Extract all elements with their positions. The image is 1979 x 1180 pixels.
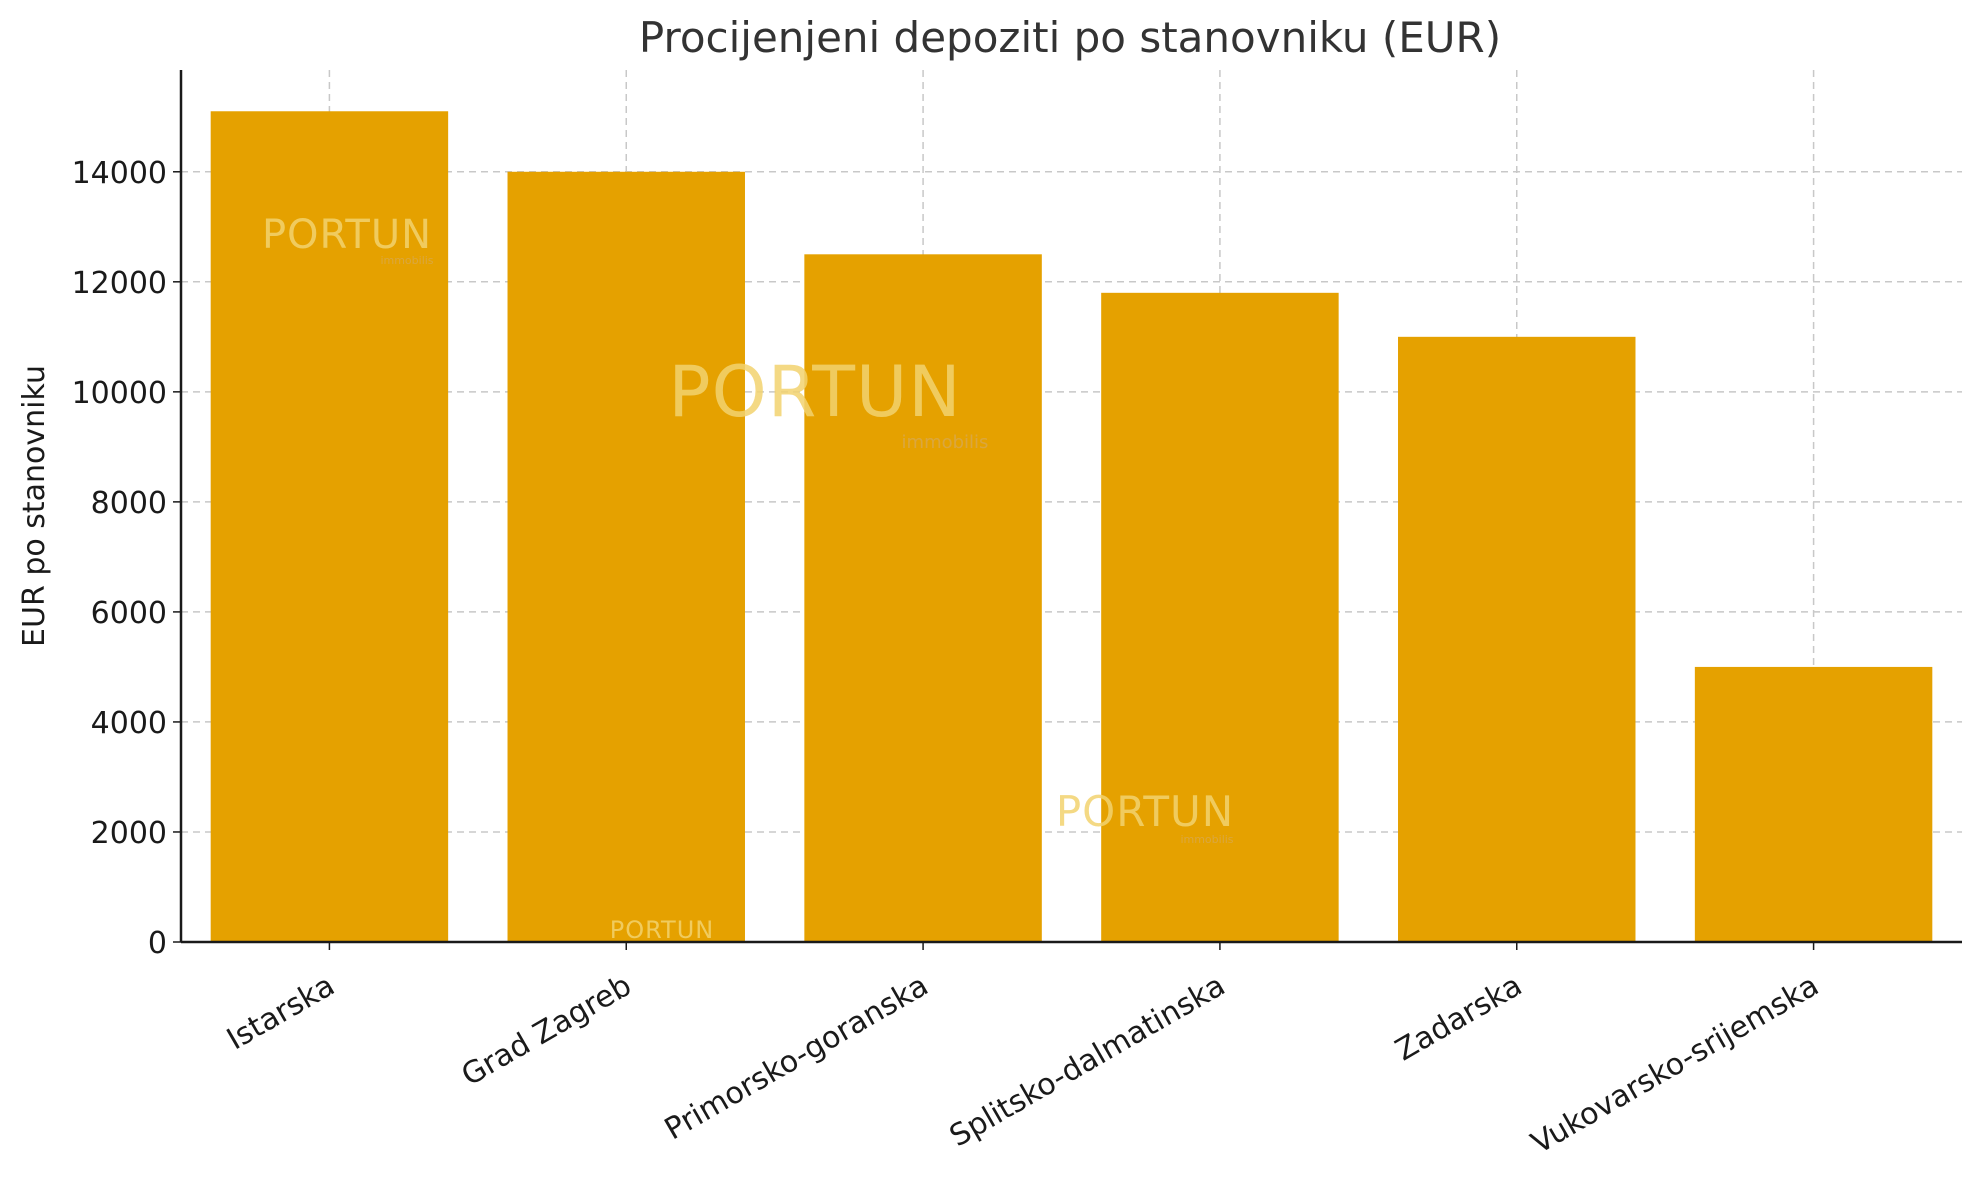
svg-text:immobilis: immobilis bbox=[902, 432, 989, 453]
svg-text:immobilis: immobilis bbox=[1180, 833, 1233, 846]
svg-text:PORTUN: PORTUN bbox=[262, 212, 432, 258]
bar-splitsko-dalmatinska bbox=[1101, 292, 1339, 943]
portun-watermark-logo: PORTUN bbox=[610, 916, 714, 944]
bar-zadarska bbox=[1398, 336, 1636, 942]
bar-istarska bbox=[210, 111, 449, 942]
y-ticks: 0 2000 4000 6000 8000 10000 12000 14000 bbox=[72, 156, 181, 961]
bar-primorsko-goranska bbox=[804, 254, 1042, 942]
y-tick-label: 0 bbox=[148, 926, 167, 961]
x-tick-label: Grad Zagreb bbox=[456, 968, 638, 1093]
y-tick-label: 4000 bbox=[91, 706, 167, 741]
y-tick-label: 8000 bbox=[91, 486, 167, 521]
y-tick-label: 10000 bbox=[72, 376, 167, 411]
bar-vukovarsko-srijemska bbox=[1694, 666, 1933, 942]
y-tick-label: 6000 bbox=[91, 596, 167, 631]
y-axis-label: EUR po stanovniku bbox=[17, 365, 52, 647]
axes bbox=[179, 70, 1962, 944]
y-tick-label: 14000 bbox=[72, 156, 167, 191]
watermarks: PORTUNimmobilisPORTUNimmobilisPORTUNimmo… bbox=[262, 212, 1234, 944]
svg-text:immobilis: immobilis bbox=[380, 254, 433, 267]
x-tick-label: Splitsko-dalmatinska bbox=[944, 968, 1231, 1154]
svg-text:PORTUN: PORTUN bbox=[1056, 787, 1234, 836]
x-tick-label: Istarska bbox=[221, 968, 341, 1057]
svg-text:PORTUN: PORTUN bbox=[668, 351, 961, 433]
bars bbox=[210, 111, 1933, 943]
y-tick-label: 12000 bbox=[72, 266, 167, 301]
chart-title: Procijenjeni depoziti po stanovniku (EUR… bbox=[639, 13, 1501, 62]
y-tick-label: 2000 bbox=[91, 816, 167, 851]
bar-grad-zagreb bbox=[507, 171, 745, 942]
x-tick-label: Vukovarsko-srijemska bbox=[1525, 968, 1824, 1161]
x-tick-label: Zadarska bbox=[1390, 968, 1528, 1068]
x-tick-label: Primorsko-goranska bbox=[659, 968, 934, 1147]
x-ticks: Istarska Grad Zagreb Primorsko-goranska Spl… bbox=[221, 942, 1825, 1161]
svg-text:PORTUN: PORTUN bbox=[610, 916, 714, 944]
